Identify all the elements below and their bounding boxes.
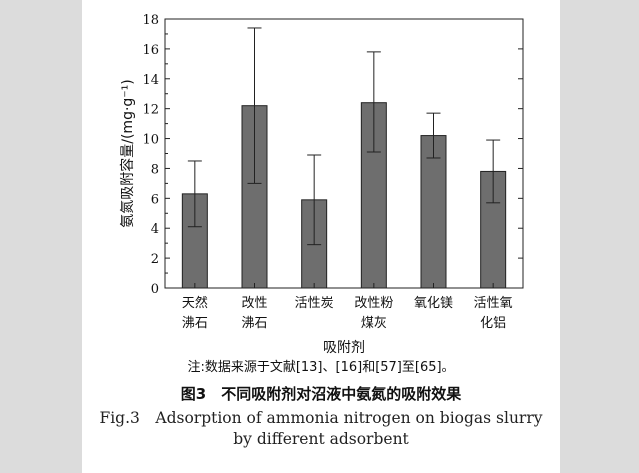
y-tick-label-14: 14 xyxy=(142,73,159,88)
y-tick-label-0: 0 xyxy=(151,282,159,297)
y-tick-label-16: 16 xyxy=(142,43,159,58)
bar-1 xyxy=(241,105,268,289)
y-tick-label-10: 10 xyxy=(142,133,159,148)
x-tick-label-5-0: 活性氧 xyxy=(474,296,513,311)
y-axis-label: 氨氮吸附容量/(mg·g⁻¹) xyxy=(119,79,136,228)
x-axis-label: 吸附剂 xyxy=(323,340,365,356)
y-tick-label-8: 8 xyxy=(151,162,159,177)
x-tick-label-0-0: 天然 xyxy=(182,295,208,311)
figure-caption-english: Fig.3 Adsorption of ammonia nitrogen on … xyxy=(82,408,560,450)
figure-caption-chinese: 图3 不同吸附剂对沼液中氨氮的吸附效果 xyxy=(180,385,462,403)
y-tick-label-2: 2 xyxy=(151,252,159,267)
bar-4 xyxy=(420,135,447,289)
caption-en-line-2: by different adsorbent xyxy=(233,430,409,448)
y-tick-label-12: 12 xyxy=(142,103,159,118)
figure-page: 0 2 4 6 8 10 12 14 16 18 天然沸石 改性沸石 活性炭 改性粉煤灰 氧化镁 活性氧化铝吸… xyxy=(82,0,560,473)
x-tick-label-1-0: 改性 xyxy=(241,296,267,311)
y-tick-label-4: 4 xyxy=(151,222,159,237)
y-tick-label-18: 18 xyxy=(142,13,159,28)
bar-3 xyxy=(360,102,387,289)
x-tick-label-1-1: 沸石 xyxy=(241,316,267,331)
x-tick-label-0-1: 沸石 xyxy=(182,316,208,331)
plot-frame xyxy=(164,18,524,289)
x-tick-label-4-0: 氧化镁 xyxy=(414,296,453,311)
figure-note: 注:数据来源于文献[13]、[16]和[57]至[65]。 xyxy=(187,360,455,375)
x-tick-label-2-0: 活性炭 xyxy=(295,296,334,311)
x-tick-label-3-1: 煤灰 xyxy=(361,316,387,331)
y-tick-label-6: 6 xyxy=(151,192,159,207)
x-tick-label-5-1: 化铝 xyxy=(480,316,506,331)
x-tick-label-3-0: 改性粉 xyxy=(354,296,393,311)
caption-en-line-1: Fig.3 Adsorption of ammonia nitrogen on … xyxy=(99,409,543,427)
